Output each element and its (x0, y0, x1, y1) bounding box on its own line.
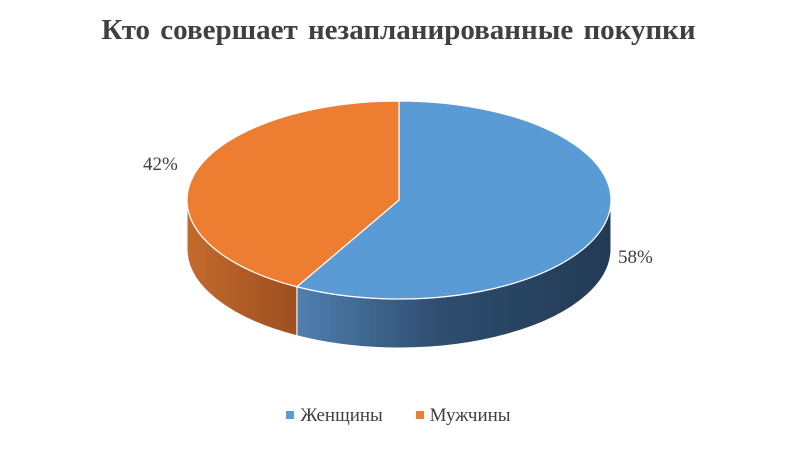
data-label-women: 58% (618, 247, 653, 268)
legend: Женщины Мужчины (0, 405, 797, 427)
pie-slice-women (295, 100, 612, 300)
legend-item-women: Женщины (286, 405, 383, 427)
pie-slice-men (186, 100, 400, 288)
legend-swatch-men (415, 410, 424, 419)
legend-item-men: Мужчины (415, 405, 511, 427)
legend-label-women: Женщины (300, 405, 383, 426)
chart-title: Кто совершает незапланированные покупки (101, 14, 696, 46)
legend-label-men: Мужчины (429, 405, 511, 426)
data-label-men: 42% (143, 154, 178, 175)
legend-swatch-women (286, 410, 295, 419)
